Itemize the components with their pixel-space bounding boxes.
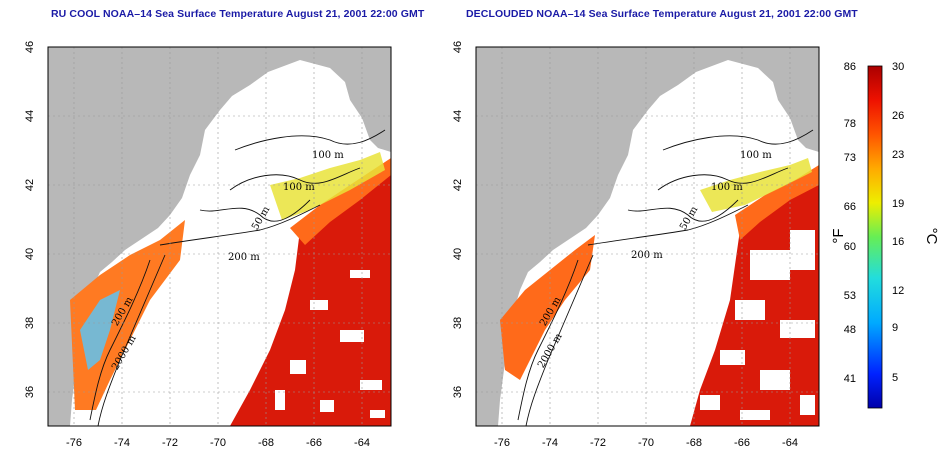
right-x-axis: -76 -74 -72 -70 -68 -66 -64 bbox=[494, 437, 798, 449]
left-map-coastal-cold bbox=[80, 290, 120, 370]
right-y-tick: 40 bbox=[452, 248, 464, 260]
right-map-frame bbox=[475, 46, 820, 427]
left-x-axis: -76 -74 -72 -70 -68 -66 -64 bbox=[66, 437, 370, 449]
right-map-bathymetry-contours bbox=[517, 129, 814, 427]
left-x-tick: -76 bbox=[66, 437, 82, 449]
left-panel-title: RU COOL NOAA–14 Sea Surface Temperature … bbox=[51, 8, 425, 20]
right-x-tick: -74 bbox=[542, 437, 558, 449]
celsius-tick: 16 bbox=[892, 236, 904, 248]
left-x-tick: -74 bbox=[114, 437, 130, 449]
left-contour-label-100m-b: 100 m bbox=[283, 182, 315, 193]
fahrenheit-tick: 66 bbox=[844, 201, 856, 213]
left-map-frame bbox=[47, 46, 392, 427]
left-map: 100 m 100 m 50 m 200 m 200 m 2000 m -76 … bbox=[24, 41, 392, 449]
celsius-tick: 9 bbox=[892, 322, 898, 334]
right-x-tick: -64 bbox=[782, 437, 798, 449]
left-contour-label-200m: 200 m bbox=[228, 252, 260, 263]
left-y-tick: 38 bbox=[24, 317, 36, 329]
celsius-tick: 26 bbox=[892, 110, 904, 122]
celsius-tick: 19 bbox=[892, 198, 904, 210]
right-y-axis: 36 38 40 42 44 46 bbox=[452, 41, 464, 398]
left-y-tick: 36 bbox=[24, 386, 36, 398]
left-x-tick: -66 bbox=[306, 437, 322, 449]
fahrenheit-tick: 53 bbox=[844, 290, 856, 302]
left-map-clouds bbox=[275, 270, 385, 418]
right-y-tick: 46 bbox=[452, 41, 464, 53]
left-x-tick: -64 bbox=[354, 437, 370, 449]
right-x-tick: -70 bbox=[638, 437, 654, 449]
left-y-tick: 46 bbox=[24, 41, 36, 53]
left-x-tick: -70 bbox=[210, 437, 226, 449]
celsius-unit-label: °C bbox=[923, 228, 940, 245]
right-y-tick: 44 bbox=[452, 110, 464, 122]
fahrenheit-tick: 60 bbox=[844, 241, 856, 253]
temperature-colorbar: 86 78 73 66 60 53 48 41 30 26 23 19 16 1… bbox=[830, 61, 940, 409]
right-map-warm-front bbox=[735, 165, 819, 240]
celsius-tick: 12 bbox=[892, 285, 904, 297]
right-x-tick: -76 bbox=[494, 437, 510, 449]
left-y-tick: 44 bbox=[24, 110, 36, 122]
colorbar-gradient bbox=[867, 65, 883, 409]
right-y-tick: 36 bbox=[452, 386, 464, 398]
left-map-bathymetry-contours bbox=[89, 129, 386, 427]
fahrenheit-tick: 78 bbox=[844, 118, 856, 130]
right-contour-label-200m: 200 m bbox=[631, 250, 663, 261]
colorbar-fahrenheit-ticks: 86 78 73 66 60 53 48 41 bbox=[844, 61, 856, 385]
right-x-tick: -68 bbox=[686, 437, 702, 449]
left-map-warm-water bbox=[230, 160, 391, 426]
left-x-tick: -72 bbox=[162, 437, 178, 449]
celsius-tick: 5 bbox=[892, 372, 898, 384]
right-contour-label-100m-b: 100 m bbox=[711, 182, 743, 193]
fahrenheit-tick: 41 bbox=[844, 373, 856, 385]
right-contour-label-100m-a: 100 m bbox=[740, 150, 772, 161]
right-y-tick: 42 bbox=[452, 179, 464, 191]
right-map-land bbox=[476, 47, 819, 426]
right-map: 100 m 100 m 50 m 200 m 200 m 2000 m -76 … bbox=[452, 41, 820, 449]
left-y-tick: 42 bbox=[24, 179, 36, 191]
right-map-coastal-water bbox=[500, 235, 595, 380]
right-map-clouds bbox=[700, 230, 815, 420]
fahrenheit-tick: 73 bbox=[844, 152, 856, 164]
fahrenheit-tick: 48 bbox=[844, 324, 856, 336]
celsius-tick: 23 bbox=[892, 149, 904, 161]
left-map-graticule bbox=[48, 47, 391, 426]
colorbar-celsius-ticks: 30 26 23 19 16 12 9 5 bbox=[892, 61, 904, 384]
right-x-tick: -72 bbox=[590, 437, 606, 449]
fahrenheit-unit-label: °F bbox=[830, 228, 847, 243]
left-x-tick: -68 bbox=[258, 437, 274, 449]
celsius-tick: 30 bbox=[892, 61, 904, 73]
right-map-graticule bbox=[476, 47, 819, 426]
left-map-land bbox=[48, 47, 391, 426]
left-contour-label-100m-a: 100 m bbox=[312, 150, 344, 161]
fahrenheit-tick: 86 bbox=[844, 61, 856, 73]
left-y-tick: 40 bbox=[24, 248, 36, 260]
left-y-axis: 36 38 40 42 44 46 bbox=[24, 41, 36, 398]
right-panel-title: DECLOUDED NOAA–14 Sea Surface Temperatur… bbox=[466, 8, 858, 20]
right-y-tick: 38 bbox=[452, 317, 464, 329]
right-x-tick: -66 bbox=[734, 437, 750, 449]
